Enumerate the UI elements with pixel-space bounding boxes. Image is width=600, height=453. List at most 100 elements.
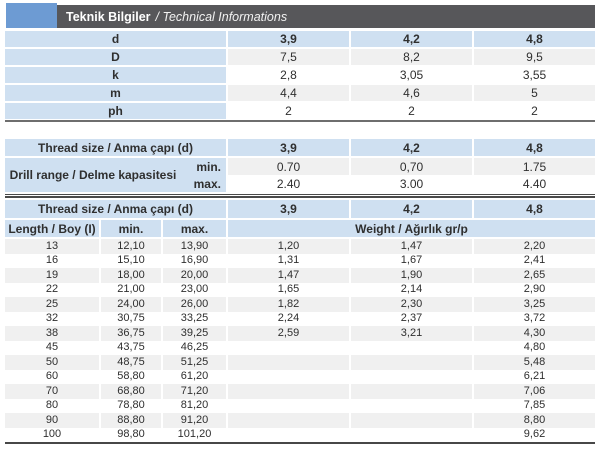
dimension-value: 5 bbox=[474, 85, 595, 101]
length-range-cell: 43,75 bbox=[101, 340, 161, 355]
dimension-row-label: k bbox=[5, 67, 226, 83]
length-cell: 32 bbox=[5, 311, 99, 326]
weight-cell: 2,14 bbox=[351, 282, 472, 297]
weight-cell bbox=[228, 369, 349, 384]
length-range-cell: 91,20 bbox=[163, 413, 226, 428]
length-range-cell: 18,00 bbox=[101, 268, 161, 283]
accent-square bbox=[6, 3, 57, 28]
length-range-cell: 71,20 bbox=[163, 384, 226, 399]
drill-max-value: 4.40 bbox=[474, 175, 595, 192]
length-range-cell: 46,25 bbox=[163, 340, 226, 355]
thread-size-value: 4,8 bbox=[474, 200, 595, 218]
length-cell: 100 bbox=[5, 427, 99, 442]
length-range-cell: 58,80 bbox=[101, 369, 161, 384]
page-title-english: / Technical Informations bbox=[155, 9, 288, 24]
drill-min-value: 0,70 bbox=[351, 158, 472, 175]
dimensions-table: d 3,9 4,2 4,8 D 7,5 8,2 9,5 k 2,8 3,05 3,55 m 4,4 4,6 5… bbox=[5, 31, 595, 119]
dimension-value: 4,6 bbox=[351, 85, 472, 101]
weight-cell: 1,47 bbox=[228, 268, 349, 283]
max-label: max. bbox=[193, 176, 221, 191]
weight-cell: 3,72 bbox=[474, 311, 595, 326]
dimension-value: 9,5 bbox=[474, 49, 595, 65]
length-range-cell: 88,80 bbox=[101, 413, 161, 428]
length-range-cell: 81,20 bbox=[163, 398, 226, 413]
length-cell: 50 bbox=[5, 355, 99, 370]
length-range-cell: 24,00 bbox=[101, 297, 161, 312]
length-range-cell: 20,00 bbox=[163, 268, 226, 283]
dimension-value: 4,2 bbox=[351, 31, 472, 47]
weight-cell bbox=[351, 340, 472, 355]
length-cell: 38 bbox=[5, 326, 99, 341]
length-range-cell: 15,10 bbox=[101, 253, 161, 268]
length-cell: 16 bbox=[5, 253, 99, 268]
dimension-row-label: d bbox=[5, 31, 226, 47]
weight-cell: 8,80 bbox=[474, 413, 595, 428]
drill-range-table: Thread size / Anma çapı (d) 3,9 4,2 4,8 … bbox=[0, 139, 600, 192]
min-label: min. bbox=[196, 159, 221, 174]
length-range-cell: 30,75 bbox=[101, 311, 161, 326]
weight-cell: 3,21 bbox=[351, 326, 472, 341]
thread-size-value: 4,8 bbox=[474, 139, 595, 156]
drill-max-value: 3.00 bbox=[351, 175, 472, 192]
drill-range-rows: Drill range / Delme kapasitesi min. max.… bbox=[5, 158, 595, 192]
weight-cell: 1,65 bbox=[228, 282, 349, 297]
thread-size-header-row: Thread size / Anma çapı (d) 3,9 4,2 4,8 bbox=[5, 139, 595, 156]
weight-cell: 1,67 bbox=[351, 253, 472, 268]
weight-cell bbox=[351, 369, 472, 384]
weight-label: Weight / Ağırlık gr/p bbox=[228, 220, 595, 237]
dimension-row-label: m bbox=[5, 85, 226, 101]
weight-cell bbox=[351, 398, 472, 413]
dimension-value: 3,05 bbox=[351, 67, 472, 83]
weight-cell: 2,59 bbox=[228, 326, 349, 341]
thread-size-value: 3,9 bbox=[228, 139, 349, 156]
length-weight-table-body: 13 12,10 13,90 1,20 1,47 2,20 16 15,10 16,90 1,31… bbox=[5, 239, 595, 442]
page-title-turkish: Teknik Bilgiler bbox=[66, 9, 151, 24]
weight-cell: 5,48 bbox=[474, 355, 595, 370]
weight-cell: 1,90 bbox=[351, 268, 472, 283]
length-range-cell: 98,80 bbox=[101, 427, 161, 442]
length-range-cell: 78,80 bbox=[101, 398, 161, 413]
weight-cell bbox=[228, 427, 349, 442]
length-label: Length / Boy (I) bbox=[5, 220, 99, 237]
length-range-cell: 13,90 bbox=[163, 239, 226, 254]
weight-cell bbox=[228, 340, 349, 355]
length-cell: 25 bbox=[5, 297, 99, 312]
dimension-value: 4,4 bbox=[228, 85, 349, 101]
weight-cell: 2,37 bbox=[351, 311, 472, 326]
length-range-cell: 21,00 bbox=[101, 282, 161, 297]
length-range-cell: 33,25 bbox=[163, 311, 226, 326]
length-cell: 60 bbox=[5, 369, 99, 384]
length-cell: 19 bbox=[5, 268, 99, 283]
thread-size-label: Thread size / Anma çapı (d) bbox=[5, 139, 226, 156]
double-divider bbox=[5, 194, 595, 198]
section-title-bar: Teknik Bilgiler / Technical Informations bbox=[57, 5, 595, 28]
weight-cell bbox=[228, 398, 349, 413]
length-cell: 22 bbox=[5, 282, 99, 297]
dimension-value: 2 bbox=[351, 103, 472, 119]
weight-cell: 2,65 bbox=[474, 268, 595, 283]
weight-cell: 2,41 bbox=[474, 253, 595, 268]
weight-cell bbox=[351, 355, 472, 370]
length-cell: 90 bbox=[5, 413, 99, 428]
length-cell: 13 bbox=[5, 239, 99, 254]
drill-min-value: 1.75 bbox=[474, 158, 595, 175]
length-cell: 80 bbox=[5, 398, 99, 413]
length-range-cell: 39,25 bbox=[163, 326, 226, 341]
dimension-row-label: ph bbox=[5, 103, 226, 119]
min-max-labels: min. max. bbox=[181, 158, 226, 192]
weight-cell bbox=[351, 384, 472, 399]
weight-cell: 4,30 bbox=[474, 326, 595, 341]
drill-min-value: 0.70 bbox=[228, 158, 349, 175]
weight-cell: 7,06 bbox=[474, 384, 595, 399]
length-cell: 70 bbox=[5, 384, 99, 399]
weight-cell bbox=[351, 427, 472, 442]
dimension-value: 4,8 bbox=[474, 31, 595, 47]
bottom-border bbox=[5, 442, 595, 444]
dimension-value: 2,8 bbox=[228, 67, 349, 83]
length-range-cell: 51,25 bbox=[163, 355, 226, 370]
length-range-cell: 36,75 bbox=[101, 326, 161, 341]
thread-size-value: 4,2 bbox=[351, 200, 472, 218]
length-table-thread-header: Thread size / Anma çapı (d) 3,9 4,2 4,8 bbox=[5, 200, 595, 218]
length-range-cell: 61,20 bbox=[163, 369, 226, 384]
min-label: min. bbox=[101, 220, 161, 237]
